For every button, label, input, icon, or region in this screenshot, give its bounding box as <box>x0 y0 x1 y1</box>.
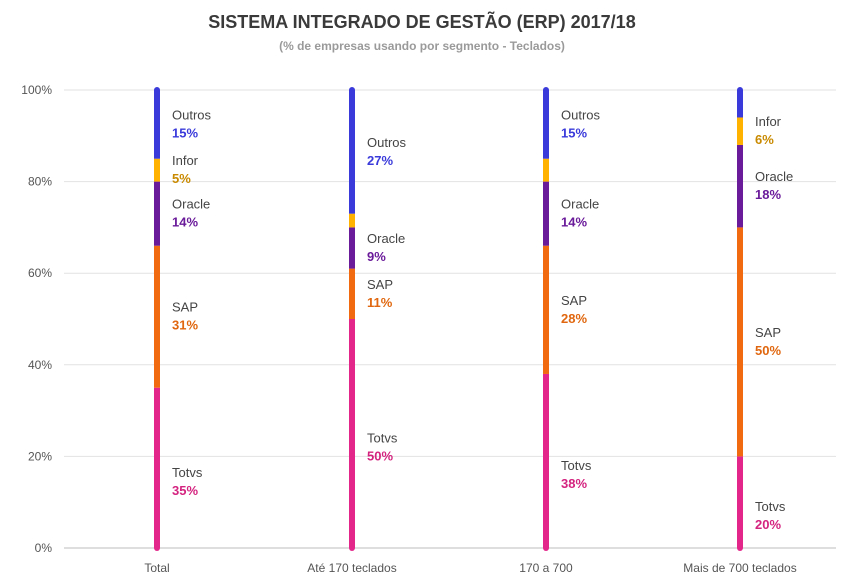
bar-segment-infor <box>349 213 355 228</box>
segment-name-label: Oracle <box>367 231 405 246</box>
segment-value-label: 6% <box>755 132 774 147</box>
segment-value-label: 5% <box>172 171 191 186</box>
bar-segment-infor <box>154 158 160 182</box>
segment-name-label: Outros <box>367 135 407 150</box>
y-tick-label: 20% <box>28 449 52 463</box>
bar-segment-totvs <box>543 373 549 548</box>
y-tick-label: 80% <box>28 175 52 189</box>
segment-value-label: 14% <box>172 215 198 230</box>
y-tick-label: 100% <box>21 83 52 97</box>
x-tick-label: Mais de 700 teclados <box>683 561 796 575</box>
bar-cap <box>737 545 743 551</box>
x-tick-label: 170 a 700 <box>519 561 573 575</box>
segment-value-label: 28% <box>561 311 587 326</box>
segment-value-label: 50% <box>755 343 781 358</box>
segment-name-label: SAP <box>561 293 587 308</box>
segment-value-label: 20% <box>755 517 781 532</box>
x-tick-label: Total <box>144 561 169 575</box>
segment-value-label: 35% <box>172 483 198 498</box>
bar-segment-oracle <box>154 181 160 246</box>
bar-segment-sap <box>543 245 549 374</box>
segment-value-label: 15% <box>172 125 198 140</box>
bar-segment-oracle <box>349 227 355 269</box>
segment-value-label: 15% <box>561 125 587 140</box>
bar-segment-sap <box>737 227 743 457</box>
segment-value-label: 11% <box>367 295 393 310</box>
bar-segment-totvs <box>154 387 160 548</box>
bar-segment-infor <box>737 117 743 145</box>
bar-segment-oracle <box>543 181 549 246</box>
segment-name-label: SAP <box>172 300 198 315</box>
segment-name-label: Outros <box>561 107 601 122</box>
bar-segment-oracle <box>737 144 743 228</box>
bar-cap <box>543 545 549 551</box>
bar-cap <box>154 87 160 93</box>
bar-segment-outros <box>737 90 743 118</box>
segment-name-label: Infor <box>172 153 199 168</box>
bar-segment-totvs <box>737 456 743 548</box>
segment-name-label: Totvs <box>755 499 786 514</box>
bar-segment-outros <box>543 90 549 159</box>
segment-name-label: Infor <box>755 114 782 129</box>
bar-cap <box>349 87 355 93</box>
y-tick-label: 0% <box>35 541 53 555</box>
segment-value-label: 31% <box>172 318 198 333</box>
segment-value-label: 38% <box>561 476 587 491</box>
segment-name-label: Totvs <box>561 458 592 473</box>
segment-name-label: SAP <box>367 277 393 292</box>
bar-cap <box>737 87 743 93</box>
segment-name-label: Totvs <box>367 431 398 446</box>
segment-name-label: Oracle <box>755 169 793 184</box>
y-tick-label: 60% <box>28 266 52 280</box>
segment-value-label: 50% <box>367 449 393 464</box>
bar-segment-infor <box>543 158 549 182</box>
bar-segment-outros <box>154 90 160 159</box>
chart-subtitle: (% de empresas usando por segmento - Tec… <box>279 39 565 53</box>
bar-cap <box>349 545 355 551</box>
segment-value-label: 9% <box>367 249 386 264</box>
bar-segment-sap <box>154 245 160 388</box>
bar-cap <box>154 545 160 551</box>
bar-cap <box>543 87 549 93</box>
segment-value-label: 18% <box>755 187 781 202</box>
chart-title: SISTEMA INTEGRADO DE GESTÃO (ERP) 2017/1… <box>208 12 636 32</box>
bar-segment-outros <box>349 90 355 214</box>
segment-value-label: 14% <box>561 215 587 230</box>
y-tick-label: 40% <box>28 358 52 372</box>
segment-name-label: Outros <box>172 107 212 122</box>
segment-name-label: Oracle <box>561 197 599 212</box>
bar-segment-sap <box>349 268 355 319</box>
x-tick-label: Até 170 teclados <box>307 561 396 575</box>
segment-name-label: SAP <box>755 325 781 340</box>
segment-value-label: 27% <box>367 153 393 168</box>
segment-name-label: Oracle <box>172 197 210 212</box>
bar-segment-totvs <box>349 319 355 548</box>
segment-name-label: Totvs <box>172 465 203 480</box>
